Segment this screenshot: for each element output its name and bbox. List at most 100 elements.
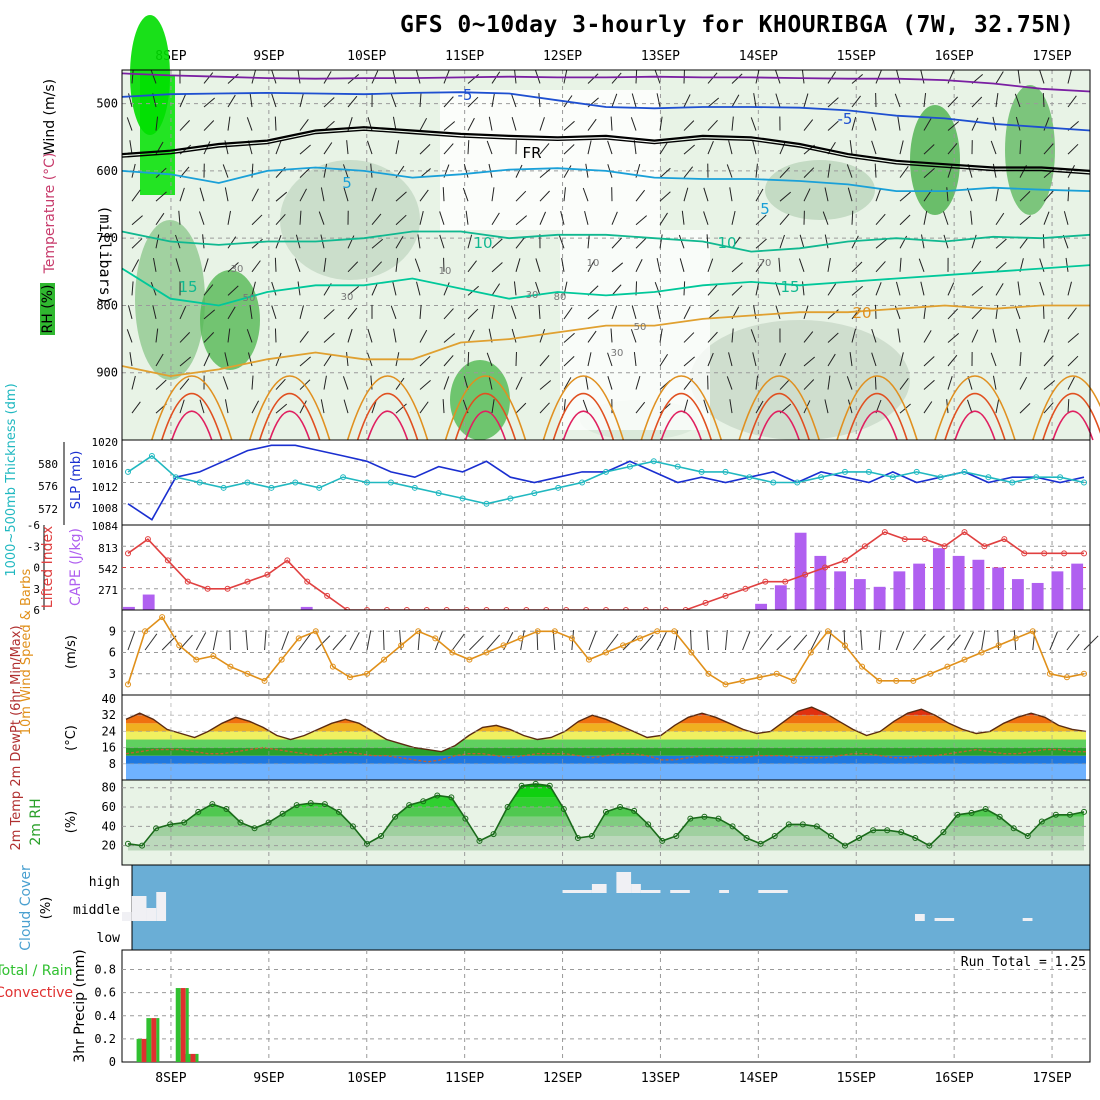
wind-barb [752, 140, 757, 155]
wind-barb [750, 329, 757, 343]
wind-speed-line-marker [1012, 635, 1019, 642]
lifted-index-line-marker [842, 557, 848, 564]
slp-tick-label: 1008 [92, 502, 119, 515]
wind-barb [1019, 191, 1031, 202]
rh-shading-area [690, 320, 910, 440]
wind-barb [323, 163, 328, 178]
wind-barb [656, 305, 661, 320]
rh2m-line-marker [757, 840, 764, 847]
cape-bar [913, 563, 926, 610]
wind-barb [946, 187, 949, 202]
wind-barb [1014, 93, 1021, 108]
wind-barb [1042, 234, 1045, 249]
temp2m-panel [121, 694, 1091, 781]
wind-barb [563, 144, 575, 155]
low-level-temp-contour [454, 393, 517, 441]
wind-barb [707, 119, 718, 131]
wind-speed-line-marker [790, 677, 797, 684]
cape-bar [774, 585, 787, 610]
wind-barb-10m [298, 633, 311, 651]
wind-barb [943, 211, 949, 225]
wind-barb [467, 73, 479, 84]
wind-barb [318, 211, 325, 225]
wind-barb [753, 93, 757, 108]
lifted-tick-label: -6 [27, 519, 40, 532]
rh2m-line-marker [378, 833, 385, 840]
wind-barb [393, 328, 397, 343]
pressure-tick-label: 900 [96, 366, 118, 380]
thickness-label: 1000~500mb Thickness (dm) [4, 383, 19, 576]
wind-barb-10m [725, 630, 728, 651]
wind-barb [515, 402, 527, 414]
wind-tick-label: 6 [109, 646, 116, 660]
wind-barb [535, 281, 541, 296]
temp2m-label: 2m Temp 2m DewPt (6hr Min/Max) [9, 625, 24, 850]
rh2m-line-marker [673, 833, 680, 840]
wind-barb [513, 281, 517, 296]
wind-barb [1043, 143, 1054, 155]
wind-speed-line-marker [705, 670, 712, 677]
wind-barb [224, 399, 229, 414]
rh-band [128, 816, 1084, 827]
rh2m-line-marker [687, 815, 694, 822]
wind-speed-line-marker [159, 614, 166, 621]
wind-barb [707, 331, 718, 343]
thickness-line-marker [148, 452, 155, 459]
wind-barb [683, 120, 695, 131]
rh2m-line [127, 783, 1085, 847]
wind-barb [755, 163, 758, 178]
thickness-line-marker [1009, 479, 1016, 486]
rh2m-line-marker [209, 801, 216, 808]
mid-cloud-block [131, 896, 147, 921]
wind-barb [827, 163, 831, 178]
wind-barb [1067, 355, 1079, 367]
wind-barb [827, 257, 831, 272]
thickness-line-marker [842, 468, 848, 475]
wind-barb [274, 328, 277, 343]
wind-barb [491, 305, 495, 319]
wind-barb [347, 307, 358, 320]
wind-barb [587, 140, 592, 155]
date-label-top: 13SEP [641, 49, 680, 64]
wind-barb [467, 260, 477, 273]
temp-band [126, 731, 1086, 740]
date-label-bottom: 11SEP [445, 1071, 484, 1086]
wind-barb-10m [161, 635, 177, 651]
wind-barb [587, 73, 599, 84]
rh2m-line-marker [701, 813, 708, 820]
date-label-bottom: 12SEP [543, 1071, 582, 1086]
rh2m-line-marker [1066, 811, 1073, 818]
wind-barb-10m [759, 633, 773, 651]
wind-barb [851, 95, 861, 108]
wind-barb [678, 234, 685, 249]
precip-total-bar [195, 1053, 199, 1062]
rh2m-line-marker [321, 801, 328, 808]
lifted-index-line-marker [244, 578, 251, 585]
wind-speed-line-marker [517, 635, 524, 642]
wind-barb [755, 238, 767, 249]
low-level-temp-contour [660, 410, 703, 441]
wind-barb [851, 307, 861, 320]
thickness-tick-label: 576 [38, 480, 58, 493]
thickness-line-marker [913, 468, 920, 475]
wind-barb [462, 187, 469, 202]
wind-speed-line-marker [346, 674, 353, 681]
date-label-bottom: 15SEP [837, 1071, 876, 1086]
wind-barb [635, 375, 641, 390]
wind-barb [803, 119, 814, 131]
wind-barb [827, 332, 839, 343]
thickness-line-marker [794, 479, 801, 486]
wind-barb [899, 166, 909, 178]
wind-barb [129, 352, 133, 367]
wind-speed-line-marker [688, 649, 695, 656]
wind-barb [371, 187, 377, 202]
wind-barb [803, 167, 815, 178]
thickness-line-marker [292, 479, 299, 486]
lifted-index-line-marker [144, 536, 151, 543]
wind-barb [1039, 258, 1045, 272]
wind-barb [755, 188, 764, 202]
rh-tick-label: 80 [102, 781, 116, 795]
wind-barb [131, 401, 141, 414]
wind-barb [395, 140, 400, 155]
cape-tick-label: 813 [98, 542, 118, 555]
